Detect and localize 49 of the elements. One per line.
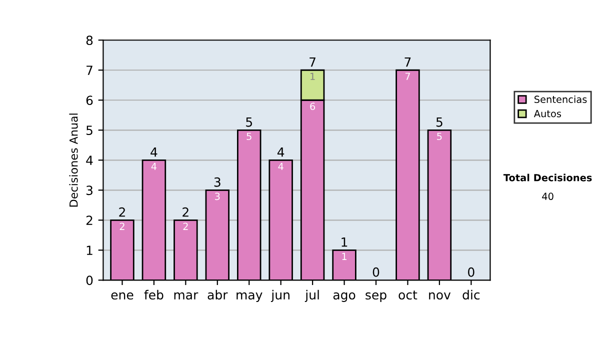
x-tick-label: dic [462, 290, 480, 300]
x-tick-label: ene [111, 292, 134, 300]
x-tick-label: jun [270, 290, 290, 302]
total-label: 2 [119, 207, 125, 217]
y-tick-label: 3 [86, 186, 92, 196]
total-label: 7 [310, 58, 316, 67]
y-tick-label: 1 [86, 246, 92, 255]
data-label: 4 [278, 162, 284, 170]
total-label: 0 [468, 267, 474, 277]
y-tick-label: 4 [86, 156, 93, 165]
data-label: 1 [342, 252, 346, 260]
total-label: 5 [246, 118, 252, 127]
legend-label: Sentencias [534, 95, 587, 104]
data-label: 2 [183, 222, 188, 230]
x-tick-label: oct [398, 290, 418, 300]
text: 40 [542, 192, 554, 200]
total-label: 4 [150, 148, 158, 157]
data-label: 2 [120, 222, 124, 230]
x-tick-label: may [236, 292, 262, 302]
y-tick-label: 0 [86, 276, 93, 286]
total-label: 0 [372, 267, 380, 277]
y-tick-label: 5 [86, 126, 92, 136]
x-tick-label: nov [429, 292, 451, 300]
legend-label: Autos [534, 110, 562, 118]
total-label: 5 [436, 118, 442, 127]
x-tick-label: abr [208, 290, 228, 300]
y-axis-title: Decisiones Anual [69, 114, 78, 207]
x-tick-label: ago [333, 292, 356, 302]
x-tick-label: jul [304, 290, 319, 302]
data-label: 7 [405, 72, 410, 80]
x-tick-label: mar [174, 292, 198, 300]
y-tick-label: 6 [86, 96, 93, 106]
x-tick-label: sep [366, 292, 386, 302]
total-label: 3 [214, 177, 220, 187]
x-tick-label: feb [144, 290, 164, 300]
text: Total Decisiones [503, 174, 592, 182]
total-label: 7 [404, 58, 411, 67]
y-tick-label: 8 [86, 36, 93, 46]
data-label: 5 [437, 132, 442, 140]
total-label: 1 [342, 238, 348, 247]
total-label: 4 [277, 148, 284, 157]
data-label: 3 [215, 192, 220, 200]
total-label: 2 [182, 207, 188, 217]
y-tick-label: 2 [86, 216, 92, 225]
data-label: 6 [310, 102, 316, 110]
data-label: 1 [310, 72, 315, 80]
data-label: 5 [246, 132, 252, 140]
y-tick-label: 7 [86, 66, 92, 75]
data-label: 4 [151, 162, 156, 170]
